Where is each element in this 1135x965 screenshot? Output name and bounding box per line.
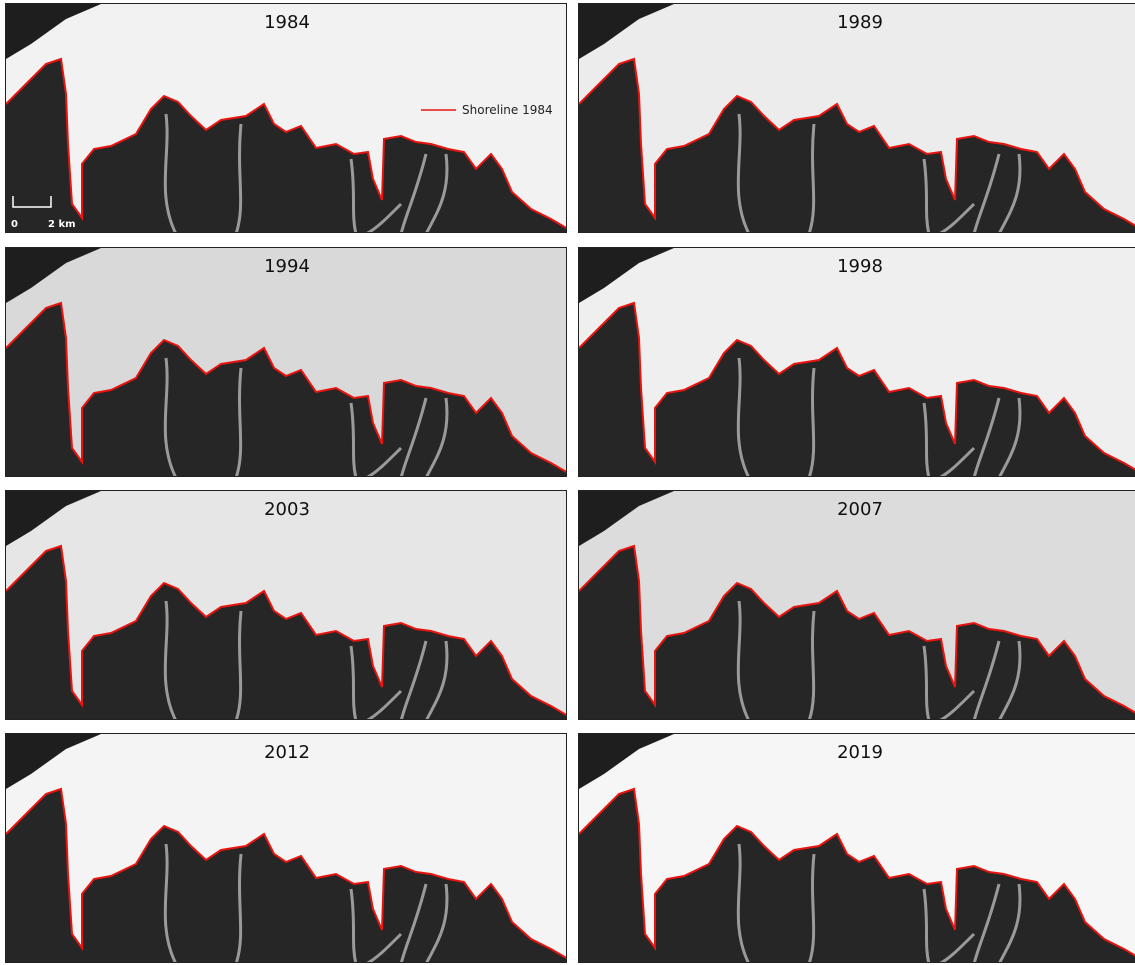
panel-image: 2007	[579, 491, 1135, 719]
land-corner	[6, 491, 101, 546]
satellite-panel: 2019	[578, 733, 1135, 963]
land-corner	[6, 248, 101, 303]
panel-title: 1994	[264, 256, 310, 277]
shoreline	[6, 301, 566, 473]
river	[163, 600, 449, 719]
panel-title: 1984	[264, 12, 310, 33]
shoreline	[6, 544, 566, 716]
panel-image: 1984 Shoreline 1984 0 2 km	[6, 4, 566, 232]
land-corner	[579, 4, 674, 59]
scale-start: 0	[11, 219, 18, 230]
land-corner	[579, 491, 674, 546]
panel-title: 2003	[264, 499, 310, 520]
panel-image: 2003	[6, 491, 566, 719]
land-corner	[6, 4, 101, 59]
satellite-panel: 1994	[5, 247, 567, 477]
scale-bar	[12, 196, 52, 208]
river	[163, 113, 449, 232]
land	[6, 59, 566, 232]
legend-label: Shoreline 1984	[462, 103, 553, 117]
shoreline	[6, 787, 566, 959]
satellite-panel: 2012	[5, 733, 567, 963]
scale-end: 2 km	[48, 219, 76, 230]
shoreline	[6, 57, 566, 229]
shoreline	[579, 544, 1135, 714]
panel-title: 1989	[837, 12, 883, 33]
satellite-panel: 2003	[5, 490, 567, 720]
river	[736, 113, 1022, 232]
panel-image: 2012	[6, 734, 566, 962]
panel-image: 1989	[579, 4, 1135, 232]
land	[6, 546, 566, 719]
land-corner	[579, 248, 674, 303]
satellite-panel: 1989	[578, 3, 1135, 233]
land-corner	[579, 734, 674, 789]
panel-title: 2019	[837, 742, 883, 763]
land	[579, 59, 1135, 232]
land-corner	[6, 734, 101, 789]
shoreline	[579, 787, 1135, 957]
satellite-panel: 2007	[578, 490, 1135, 720]
shoreline	[579, 57, 1135, 227]
panel-image: 2019	[579, 734, 1135, 962]
land	[579, 546, 1135, 719]
panel-image: 1998	[579, 248, 1135, 476]
river	[736, 843, 1022, 962]
panel-title: 2012	[264, 742, 310, 763]
panel-title: 1998	[837, 256, 883, 277]
river	[163, 357, 449, 476]
satellite-panel: 1998	[578, 247, 1135, 477]
river	[736, 357, 1022, 476]
panel-title: 2007	[837, 499, 883, 520]
river	[163, 843, 449, 962]
land	[6, 789, 566, 962]
panel-image: 1994	[6, 248, 566, 476]
shoreline	[579, 301, 1135, 471]
river	[736, 600, 1022, 719]
land	[579, 789, 1135, 962]
land	[6, 303, 566, 476]
satellite-panel: 1984 Shoreline 1984 0 2 km	[5, 3, 567, 233]
land	[579, 303, 1135, 476]
